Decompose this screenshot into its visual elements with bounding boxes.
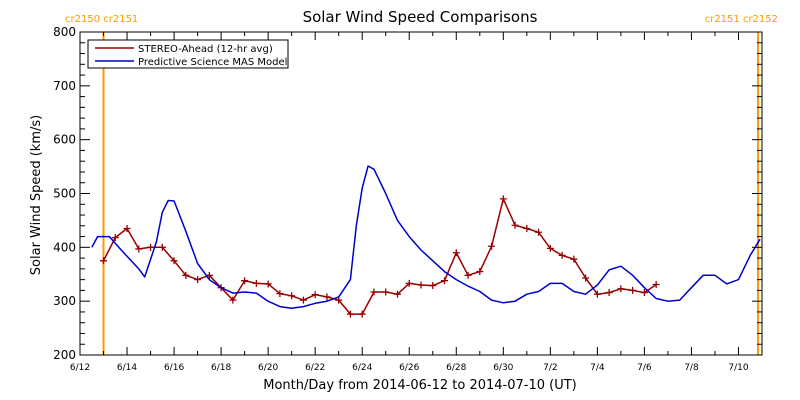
stereo-data-point — [629, 286, 637, 294]
x-tick-label: 7/4 — [590, 363, 605, 373]
stereo-data-point — [147, 243, 155, 251]
stereo-data-point — [370, 288, 378, 296]
stereo-data-point — [135, 245, 143, 253]
stereo-data-point — [123, 224, 131, 232]
stereo-data-point — [182, 271, 190, 279]
stereo-data-point — [100, 257, 108, 265]
stereo-data-point — [358, 310, 366, 318]
stereo-data-point — [299, 296, 307, 304]
y-tick-label: 800 — [53, 25, 76, 39]
stereo-data-point — [605, 289, 613, 297]
stereo-data-point — [276, 290, 284, 298]
y-tick-label: 600 — [53, 133, 76, 147]
x-tick-label: 6/24 — [352, 363, 372, 373]
y-tick-label: 200 — [53, 348, 76, 362]
x-tick-label: 7/6 — [637, 363, 652, 373]
x-tick-label: 7/8 — [684, 363, 699, 373]
y-tick-label: 400 — [53, 240, 76, 254]
stereo-data-point — [499, 195, 507, 203]
x-tick-label: 6/12 — [70, 363, 90, 373]
x-tick-label: 6/30 — [493, 363, 513, 373]
legend-label-mas: Predictive Science MAS Model — [138, 57, 287, 68]
x-tick-label: 6/14 — [117, 363, 137, 373]
x-tick-label: 6/28 — [446, 363, 466, 373]
y-tick-label: 300 — [53, 294, 76, 308]
stereo-data-point — [393, 290, 401, 298]
stereo-data-point — [264, 280, 272, 288]
carrington-rotation-label: cr2151 cr2152 — [705, 14, 778, 25]
stereo-data-point — [476, 268, 484, 276]
x-tick-label: 6/20 — [258, 363, 278, 373]
carrington-rotation-label: cr2150 cr2151 — [65, 14, 138, 25]
stereo-data-point — [582, 274, 590, 282]
chart-title: Solar Wind Speed Comparisons — [303, 8, 538, 26]
stereo-data-point — [429, 282, 437, 290]
plot-frame — [79, 31, 763, 356]
stereo-data-point — [464, 271, 472, 279]
stereo-data-point — [323, 293, 331, 301]
x-tick-label: 6/18 — [211, 363, 231, 373]
legend: STEREO-Ahead (12-hr avg) Predictive Scie… — [87, 39, 289, 69]
stereo-data-point — [241, 277, 249, 285]
stereo-data-point — [158, 243, 166, 251]
stereo-data-point — [405, 279, 413, 287]
stereo-data-point — [382, 288, 390, 296]
stereo-data-point — [441, 277, 449, 285]
x-tick-label: 7/2 — [543, 363, 557, 373]
stereo-data-point — [570, 255, 578, 263]
stereo-data-point — [535, 228, 543, 236]
stereo-data-point — [511, 221, 519, 229]
x-axis-label: Month/Day from 2014-06-12 to 2014-07-10 … — [263, 378, 576, 393]
stereo-data-point — [311, 291, 319, 299]
data-series — [91, 165, 761, 318]
stereo-data-point — [288, 292, 296, 300]
stereo-data-point — [346, 310, 354, 318]
stereo-data-point — [252, 279, 260, 287]
stereo-data-point — [652, 280, 660, 288]
stereo-data-point — [335, 296, 343, 304]
stereo-data-point — [229, 296, 237, 304]
x-tick-label: 7/10 — [728, 363, 748, 373]
stereo-data-point — [488, 242, 496, 250]
mas-model-line — [91, 165, 761, 309]
stereo-data-point — [640, 289, 648, 297]
x-tick-label: 6/22 — [305, 363, 325, 373]
stereo-data-point — [593, 290, 601, 298]
y-axis-label: Solar Wind Speed (km/s) — [29, 115, 44, 275]
stereo-data-point — [546, 244, 554, 252]
stereo-data-point — [417, 281, 425, 289]
x-tick-label: 6/26 — [399, 363, 419, 373]
y-tick-label: 500 — [53, 187, 76, 201]
x-tick-label: 6/16 — [164, 363, 184, 373]
stereo-data-point — [452, 249, 460, 257]
stereo-data-point — [558, 251, 566, 259]
stereo-data-point — [194, 276, 202, 284]
stereo-data-point — [523, 224, 531, 232]
legend-label-stereo: STEREO-Ahead (12-hr avg) — [138, 44, 273, 55]
y-tick-label: 700 — [53, 79, 76, 93]
stereo-data-point — [617, 285, 625, 293]
legend-box — [87, 39, 289, 69]
axes: 200 300 400 500 600 700 800 6/12 6/14 6/16 6/18 6/2… — [53, 25, 762, 373]
stereo-data-point — [111, 234, 119, 242]
stereo-data-point — [170, 257, 178, 265]
